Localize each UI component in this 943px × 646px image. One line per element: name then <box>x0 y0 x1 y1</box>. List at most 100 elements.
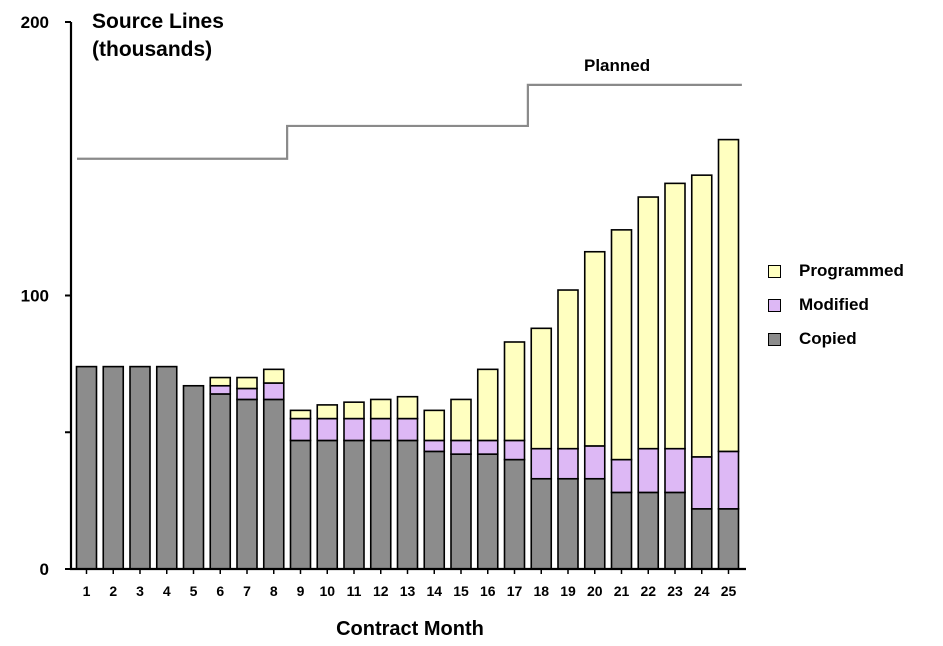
x-tick-label-7: 7 <box>243 583 251 599</box>
x-tick-label-12: 12 <box>373 583 389 599</box>
bar-programmed-month-21 <box>610 229 633 461</box>
x-tick-label-9: 9 <box>297 583 305 599</box>
legend-item-programmed: Programmed <box>768 254 904 288</box>
bar-copied-month-18 <box>530 477 553 570</box>
x-axis-label: Contract Month <box>336 618 484 640</box>
x-tick-label-5: 5 <box>190 583 198 599</box>
bar-modified-month-22 <box>637 447 660 494</box>
bar-programmed-month-24 <box>690 174 713 458</box>
x-tick-label-8: 8 <box>270 583 278 599</box>
bar-modified-month-19 <box>557 447 579 480</box>
x-tick-label-14: 14 <box>426 583 442 599</box>
planned-label: Planned <box>584 56 651 75</box>
bar-copied-month-5 <box>182 384 205 570</box>
x-tick-label-3: 3 <box>136 583 144 599</box>
bar-programmed-month-17 <box>503 341 526 442</box>
bars-layer <box>75 138 740 570</box>
legend-swatch-copied <box>768 332 781 346</box>
bar-copied-month-17 <box>503 458 526 570</box>
x-tick-label-23: 23 <box>667 583 683 599</box>
bar-programmed-month-6 <box>209 376 232 387</box>
x-tick-label-1: 1 <box>83 583 91 599</box>
planned-step-line <box>77 83 742 160</box>
bar-programmed-month-13 <box>396 395 419 420</box>
bar-copied-month-13 <box>396 439 419 570</box>
bar-modified-month-24 <box>690 456 713 510</box>
bar-modified-month-8 <box>262 382 285 401</box>
legend-label-programmed: Programmed <box>799 261 904 280</box>
bar-modified-month-12 <box>369 417 392 442</box>
bar-programmed-month-16 <box>476 368 499 442</box>
bar-programmed-month-12 <box>369 398 392 420</box>
y-tick-label-0: 0 <box>40 560 49 579</box>
bar-programmed-month-19 <box>557 289 579 450</box>
bar-programmed-month-15 <box>450 398 472 442</box>
bar-programmed-month-22 <box>637 196 660 450</box>
bar-copied-month-10 <box>316 439 339 570</box>
bar-programmed-month-20 <box>583 250 606 447</box>
bar-copied-month-4 <box>155 365 178 570</box>
bar-copied-month-8 <box>262 398 285 570</box>
bar-copied-month-3 <box>129 365 151 570</box>
x-tick-label-11: 11 <box>347 583 362 599</box>
bar-copied-month-23 <box>664 491 686 570</box>
bar-copied-month-24 <box>690 508 713 570</box>
x-tick-label-6: 6 <box>216 583 224 599</box>
y-tick-label-100: 100 <box>21 287 49 306</box>
x-tick-label-20: 20 <box>587 583 603 599</box>
legend-swatch-programmed <box>768 264 781 278</box>
bar-modified-month-13 <box>396 417 419 442</box>
bar-copied-month-14 <box>423 450 446 570</box>
x-tick-label-22: 22 <box>640 583 656 599</box>
y-tick-label-200: 200 <box>21 13 49 32</box>
legend-item-modified: Modified <box>768 288 904 322</box>
bar-modified-month-6 <box>209 384 232 395</box>
x-tick-label-19: 19 <box>560 583 576 599</box>
legend-label-modified: Modified <box>799 295 869 314</box>
bar-copied-month-1 <box>75 365 98 570</box>
bar-copied-month-6 <box>209 393 232 570</box>
legend-swatch-modified <box>768 298 781 312</box>
bar-modified-month-25 <box>717 450 740 510</box>
x-tick-label-10: 10 <box>319 583 335 599</box>
bar-modified-month-20 <box>583 445 606 480</box>
bar-copied-month-12 <box>369 439 392 570</box>
x-tick-label-17: 17 <box>507 583 523 599</box>
x-tick-label-24: 24 <box>694 583 710 599</box>
legend-label-copied: Copied <box>799 329 857 348</box>
bar-modified-month-18 <box>530 447 553 480</box>
bar-copied-month-2 <box>102 365 125 570</box>
bar-modified-month-9 <box>289 417 312 442</box>
x-tick-label-25: 25 <box>721 583 737 599</box>
x-tick-label-16: 16 <box>480 583 496 599</box>
bar-copied-month-25 <box>717 508 740 570</box>
legend: Programmed Modified Copied <box>768 254 904 356</box>
x-tick-label-15: 15 <box>453 583 469 599</box>
bar-modified-month-17 <box>503 439 526 461</box>
bar-copied-month-7 <box>236 398 258 570</box>
bar-modified-month-23 <box>664 447 686 494</box>
x-tick-label-21: 21 <box>614 583 630 599</box>
bar-copied-month-16 <box>476 453 499 570</box>
bar-modified-month-16 <box>476 439 499 455</box>
bar-programmed-month-14 <box>423 409 446 442</box>
bar-copied-month-15 <box>450 453 472 570</box>
bar-copied-month-21 <box>610 491 633 570</box>
bar-modified-month-21 <box>610 458 633 494</box>
bar-modified-month-14 <box>423 439 446 453</box>
bar-copied-month-20 <box>583 477 606 570</box>
bar-programmed-month-11 <box>343 401 365 420</box>
bar-modified-month-11 <box>343 417 365 442</box>
legend-item-copied: Copied <box>768 322 904 356</box>
x-tick-label-18: 18 <box>533 583 549 599</box>
planned-line-layer <box>77 83 742 160</box>
bar-modified-month-7 <box>236 387 258 401</box>
bar-programmed-month-10 <box>316 404 339 420</box>
y-axis-label: Source Lines (thousands) <box>92 10 224 61</box>
bar-modified-month-10 <box>316 417 339 442</box>
bar-programmed-month-9 <box>289 409 312 420</box>
bar-copied-month-22 <box>637 491 660 570</box>
bar-programmed-month-8 <box>262 368 285 384</box>
